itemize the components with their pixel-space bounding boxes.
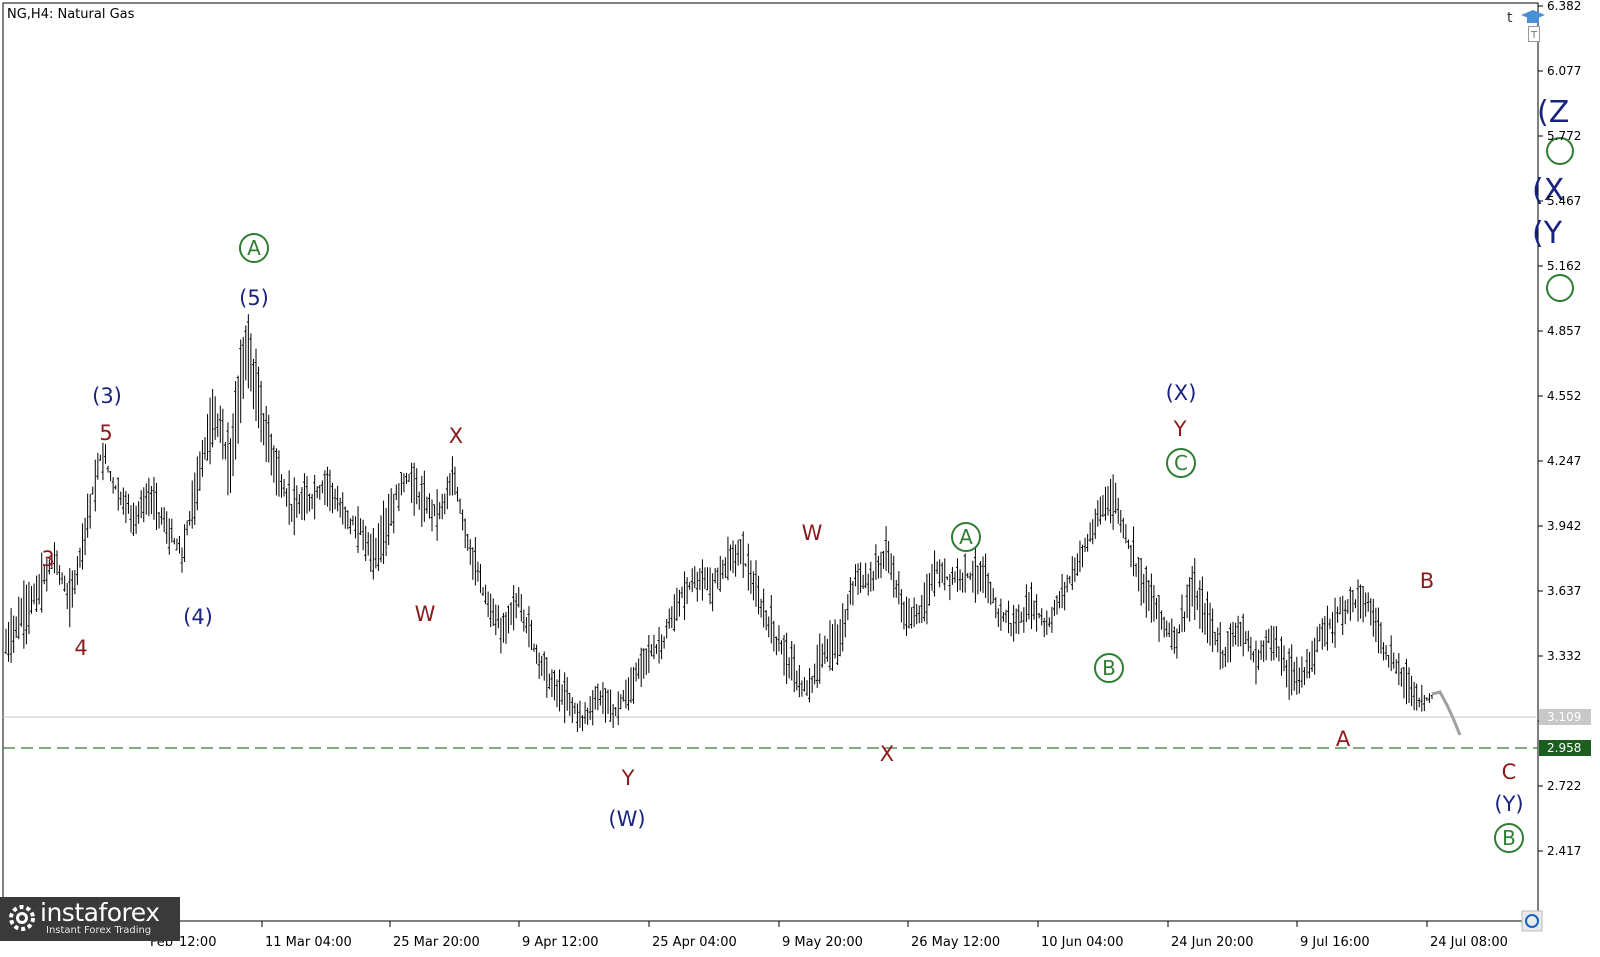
time-tick-label: 24 Jun 20:00 [1171, 935, 1254, 950]
projection-path [1431, 690, 1462, 736]
wave-label: C [1174, 451, 1188, 475]
edge-wave-circle [1546, 137, 1574, 165]
current-price-tag-bg [1539, 709, 1591, 725]
time-tick-label: 9 Jul 16:00 [1300, 935, 1370, 950]
wave-label: 5 [99, 421, 112, 445]
time-tick-label: 12:00 [179, 935, 216, 950]
price-tick-label: 6.382 [1547, 0, 1581, 13]
wave-label: Y [621, 766, 635, 790]
target-price-tag-bg [1539, 740, 1591, 756]
time-tick-label: 9 Apr 12:00 [522, 935, 599, 950]
time-tick-label: 11 Mar 04:00 [265, 935, 352, 950]
graduation-cap-icon[interactable] [1521, 10, 1545, 24]
wave-label: W [415, 602, 436, 626]
time-axis: 12:00 11 Mar 04:00 25 Mar 20:00 9 Apr 12:00… [175, 921, 1508, 950]
price-axis: 6.382 6.077 5.772 5.467 5.162 4.857 4.552 4.247… [1538, 0, 1581, 858]
price-tick-label: 3.332 [1547, 649, 1581, 663]
wave-label: W [802, 521, 823, 545]
wave-label: (Y) [1494, 792, 1523, 816]
gear-logo-icon [9, 905, 35, 931]
wave-label-circle [1166, 448, 1196, 478]
template-icon[interactable]: T [1528, 26, 1540, 42]
wave-label-circle [239, 233, 269, 263]
wave-label: (3) [92, 384, 122, 408]
edge-wave-label: (Z [1537, 95, 1569, 130]
price-tick-label: 4.247 [1547, 454, 1581, 468]
wave-label: B [1420, 569, 1434, 593]
wave-label: A [1336, 727, 1351, 751]
wave-label: (W) [608, 807, 645, 831]
wave-label: B [1502, 826, 1516, 850]
chart-area [2, 2, 1539, 922]
wave-labels: 345(3)(4)(5)AWXY(W)WXABCY(X)ABC(Y)B(Z(X(… [41, 95, 1574, 853]
wave-label-circle [951, 522, 981, 552]
wave-label: A [247, 236, 261, 260]
price-tick-label: 5.772 [1547, 129, 1581, 143]
logo-tagline: Instant Forex Trading [46, 925, 152, 936]
target-price-tag: 2.958 [1547, 741, 1581, 755]
wave-label: 4 [74, 636, 87, 660]
time-tick-label: 24 Jul 08:00 [1430, 935, 1508, 950]
price-tick-label: 6.077 [1547, 64, 1581, 78]
price-tick-label: 3.637 [1547, 584, 1581, 598]
wave-label: B [1102, 656, 1116, 680]
time-tick-label: 25 Apr 04:00 [652, 935, 737, 950]
wave-label-circle [1494, 823, 1524, 853]
wave-label: X [449, 424, 463, 448]
wave-label: C [1502, 760, 1517, 784]
price-tick-label: 5.162 [1547, 259, 1581, 273]
trade-t-label[interactable]: t [1507, 10, 1513, 26]
time-tick-label: 25 Mar 20:00 [393, 935, 480, 950]
edge-wave-label: (X [1532, 173, 1564, 208]
edge-wave-label: (Y [1532, 216, 1563, 251]
wave-label: A [959, 525, 973, 549]
price-tick-label: 2.417 [1547, 844, 1581, 858]
current-price-tag: 3.109 [1547, 710, 1581, 724]
price-tick-label: 3.942 [1547, 519, 1581, 533]
instaforex-logo: instaforex Instant Forex Trading [0, 897, 180, 941]
price-tick-label: 5.467 [1547, 194, 1581, 208]
wave-label: (5) [239, 286, 269, 310]
price-candles [4, 314, 1433, 732]
svg-text:T: T [1530, 30, 1538, 41]
time-tick-label: 9 May 20:00 [782, 935, 863, 950]
price-tick-label: 4.552 [1547, 389, 1581, 403]
wave-label: (4) [183, 605, 213, 629]
price-tick-label: 4.857 [1547, 324, 1581, 338]
scroll-to-end-icon[interactable] [1521, 910, 1543, 932]
wave-label: X [880, 742, 894, 766]
wave-label: 3 [41, 547, 54, 571]
logo-name: instaforex [40, 898, 160, 927]
price-tick-label: 2.722 [1547, 779, 1581, 793]
time-tick-label: 10 Jun 04:00 [1041, 935, 1124, 950]
edge-wave-circle [1546, 274, 1574, 302]
wave-label: Y [1173, 417, 1187, 441]
time-tick-label: 26 May 12:00 [911, 935, 1000, 950]
wave-label: (X) [1166, 381, 1197, 405]
chart-title: NG,H4: Natural Gas [7, 7, 135, 22]
wave-label-circle [1094, 653, 1124, 683]
